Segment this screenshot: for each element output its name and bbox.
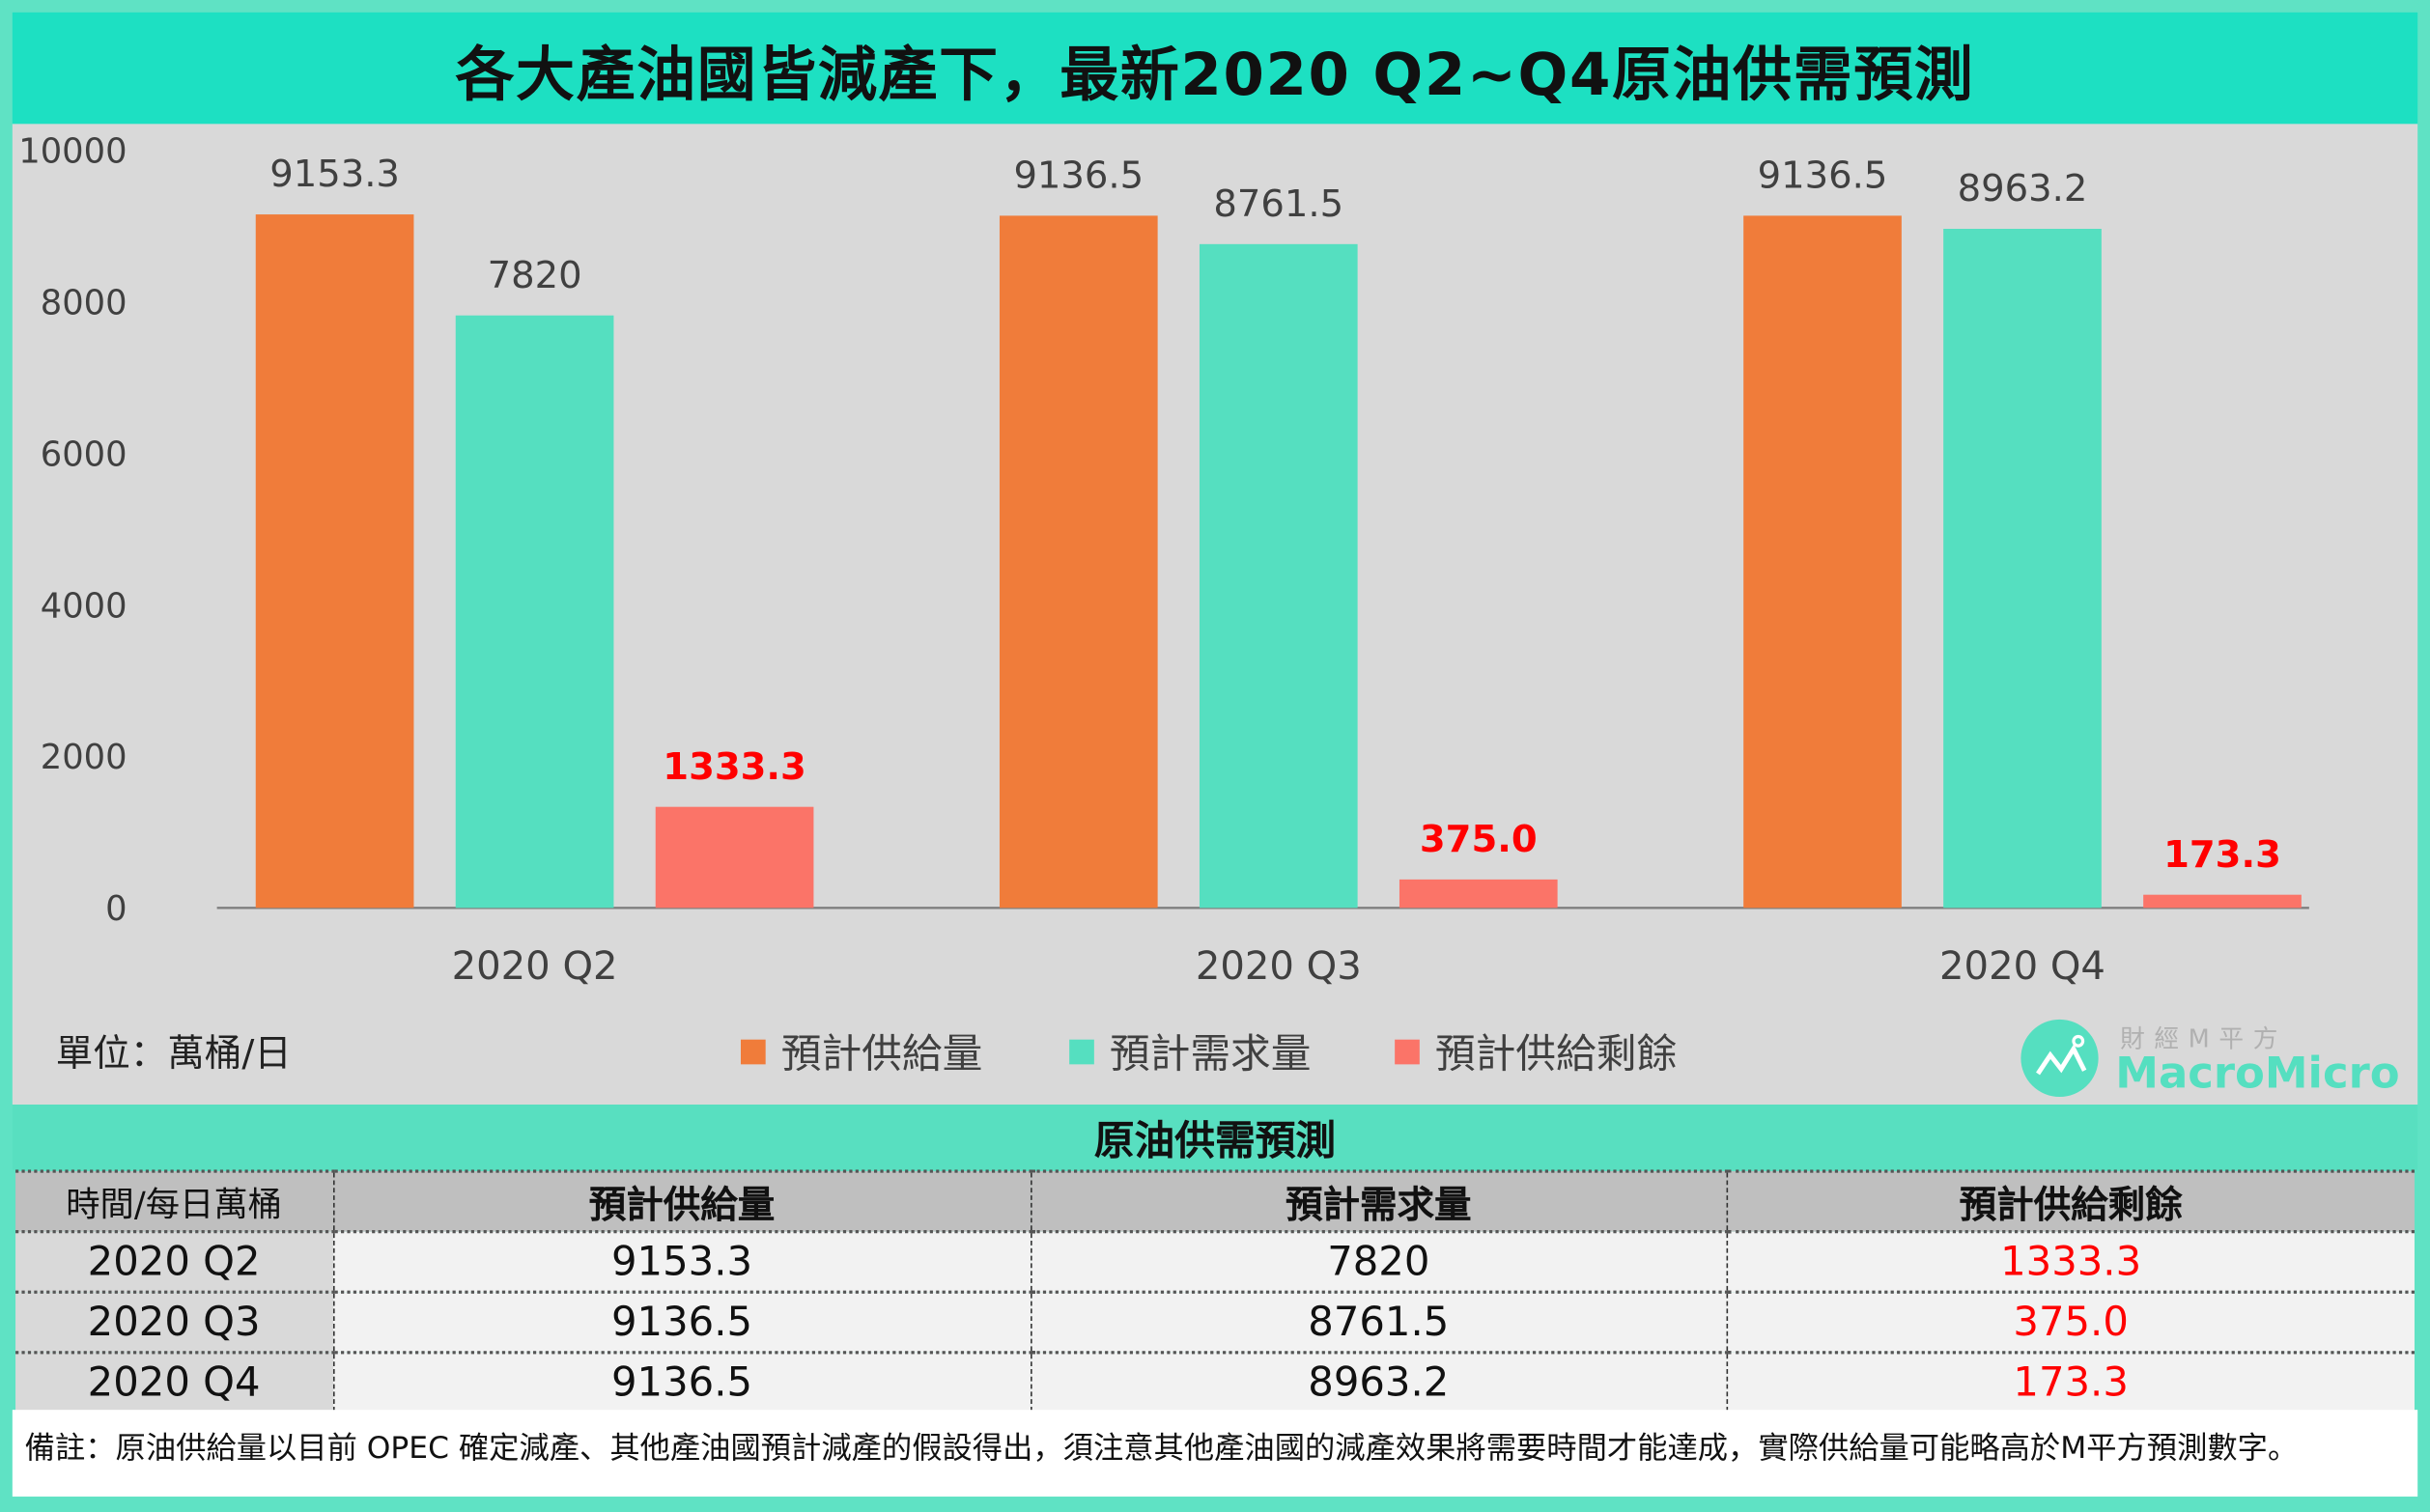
data-label: 9153.3 (269, 153, 400, 196)
legend-item-surplus: 預計供給剩餘 (1395, 1022, 1677, 1079)
table-cell: 2020 Q4 (15, 1352, 333, 1414)
table-cell: 1333.3 (1725, 1231, 2415, 1294)
x-tick-label: 2020 Q3 (1196, 944, 1362, 989)
table-cell: 2020 Q2 (15, 1231, 333, 1294)
legend-swatch (1069, 1038, 1094, 1064)
y-tick-label: 6000 (41, 434, 127, 474)
y-tick-label: 2000 (41, 738, 127, 777)
legend-item-demand: 預計需求量 (1069, 1022, 1312, 1079)
table-cell: 9136.5 (332, 1352, 1031, 1414)
legend-swatch (1395, 1038, 1420, 1064)
footnote: 備註：原油供給量以目前 OPEC 確定減產、其他產油國預計減產的假設得出，須注意… (12, 1410, 2418, 1498)
table-title: 原油供需預測 (12, 1105, 2418, 1170)
logo-en-text: MacroMicro (2115, 1047, 2399, 1098)
logo-icon (2020, 1019, 2099, 1098)
bar-supply (999, 215, 1158, 909)
bar-supply (1743, 215, 1902, 909)
data-label: 9136.5 (1758, 154, 1888, 198)
y-tick-label: 4000 (41, 586, 127, 626)
data-label: 8761.5 (1213, 182, 1343, 226)
table-cell: 7820 (1030, 1231, 1727, 1294)
table-cell: 9153.3 (332, 1231, 1031, 1294)
x-tick-label: 2020 Q2 (452, 944, 618, 989)
header-cell: 時間/每日萬桶 (15, 1169, 333, 1234)
table-cell: 8963.2 (1030, 1352, 1727, 1414)
bar-surplus (1399, 879, 1558, 909)
bar-surplus (2143, 894, 2302, 909)
y-tick-label: 0 (105, 889, 127, 929)
bar-demand (1199, 243, 1358, 909)
data-label: 8963.2 (1958, 167, 2088, 210)
table-cell: 2020 Q3 (15, 1292, 333, 1355)
table-row: 2020 Q4 9136.5 8963.2 173.3 (15, 1352, 2415, 1414)
data-label: 7820 (488, 254, 582, 297)
table-cell: 9136.5 (332, 1292, 1031, 1355)
y-tick-label: 10000 (18, 131, 127, 171)
forecast-table: 時間/每日萬桶 預計供給量 預計需求量 預計供給剩餘 2020 Q2 9153.… (15, 1169, 2415, 1414)
unit-label: 單位：萬桶/日 (55, 1031, 292, 1076)
legend-label: 預計供給剩餘 (1434, 1031, 1678, 1078)
macromicro-logo (2020, 1015, 2399, 1102)
table-row: 2020 Q3 9136.5 8761.5 375.0 (15, 1292, 2415, 1355)
legend-label: 預計供給量 (780, 1031, 983, 1078)
chart-title: 各大產油國皆減產下，最新2020 Q2~Q4原油供需預測 (455, 39, 1975, 108)
bar-surplus (655, 806, 814, 909)
table-cell: 173.3 (1725, 1352, 2415, 1414)
legend-item-supply: 預計供給量 (740, 1022, 983, 1079)
header-cell: 預計供給剩餘 (1725, 1169, 2415, 1234)
bar-chart: 0 2000 4000 6000 8000 10000 9153.3 7820 1333.3 20… (18, 131, 2399, 1098)
header-cell: 預計供給量 (332, 1169, 1031, 1234)
bar-supply (255, 214, 414, 909)
table-cell: 375.0 (1725, 1292, 2415, 1355)
table-header-row: 時間/每日萬桶 預計供給量 預計需求量 預計供給剩餘 (15, 1169, 2415, 1234)
bar-demand (1943, 228, 2102, 909)
data-label: 375.0 (1420, 818, 1538, 861)
data-label: 9136.5 (1013, 154, 1144, 198)
data-label: 173.3 (2163, 833, 2281, 877)
legend-label: 預計需求量 (1109, 1031, 1312, 1078)
y-tick-label: 8000 (41, 283, 127, 322)
bar-demand (455, 315, 614, 909)
legend-swatch (740, 1038, 766, 1064)
x-tick-label: 2020 Q4 (1939, 944, 2105, 989)
table-row: 2020 Q2 9153.3 7820 1333.3 (15, 1231, 2415, 1294)
title-band: 各大產油國皆減產下，最新2020 Q2~Q4原油供需預測 (12, 12, 2418, 125)
logo-cn-text: 財經M平方 (2120, 1025, 2287, 1054)
table-cell: 8761.5 (1030, 1292, 1727, 1355)
header-cell: 預計需求量 (1030, 1169, 1727, 1234)
data-label: 1333.3 (663, 745, 806, 789)
